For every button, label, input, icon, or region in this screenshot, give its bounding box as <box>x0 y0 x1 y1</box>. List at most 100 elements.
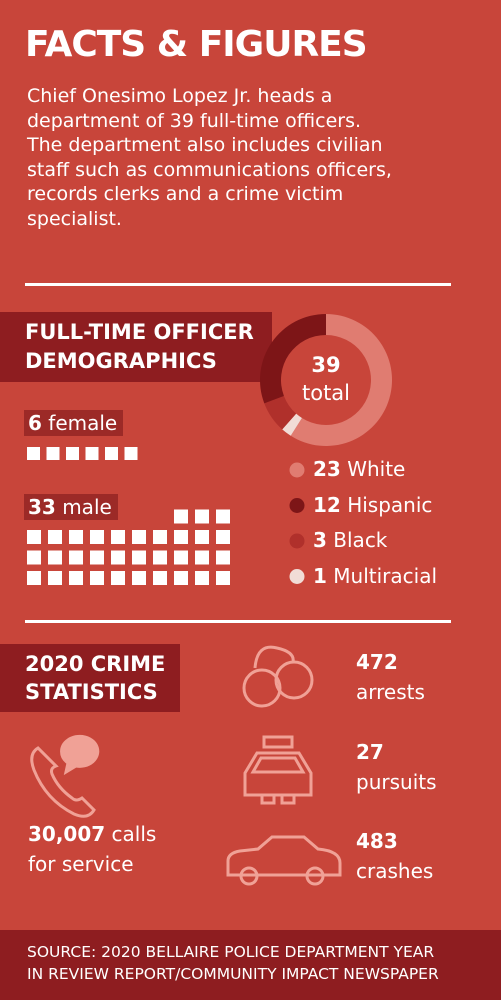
person-square <box>216 571 230 585</box>
person-square <box>132 530 146 544</box>
calls-line: 30,007 calls <box>28 822 156 846</box>
person-square <box>27 530 41 544</box>
gender-label: 6 female <box>24 410 124 436</box>
car-icon <box>305 866 325 886</box>
legend-item: 12 Hispanic <box>313 493 432 517</box>
stat-label: pursuits <box>356 770 437 794</box>
gender-label-text: female <box>48 411 118 435</box>
person-square <box>132 550 146 565</box>
person-square <box>216 530 230 544</box>
person-square <box>85 447 99 460</box>
gender-count: 6 <box>28 411 42 435</box>
stat-label: arrests <box>356 680 425 704</box>
person-square <box>90 530 104 544</box>
person-square <box>111 530 125 544</box>
person-square <box>48 550 62 565</box>
donut-segment <box>290 314 392 446</box>
calls-count: 30,007 <box>28 822 106 846</box>
legend-item: 3 Black <box>313 528 387 552</box>
stat-label: crashes <box>356 859 434 883</box>
intro-line: The department also includes civilian <box>27 134 383 156</box>
legend-count: 1 <box>313 563 327 588</box>
divider <box>25 283 451 286</box>
donut-total: 39 <box>311 353 340 377</box>
intro-line: specialist. <box>27 207 122 230</box>
section-heading: 2020 CRIME <box>25 652 166 676</box>
police-car-icon <box>243 751 313 805</box>
title: FACTS & FIGURES <box>25 24 368 65</box>
handcuff-icon <box>274 660 314 700</box>
person-square <box>48 530 62 544</box>
person-square <box>48 571 62 585</box>
handcuff-icon <box>253 645 295 669</box>
legend-count: 23 <box>313 457 341 481</box>
banner <box>0 312 272 382</box>
legend-swatch <box>289 533 305 549</box>
person-square <box>195 530 209 544</box>
donut-segment <box>260 314 326 404</box>
donut-total-label: total <box>302 381 350 405</box>
legend-label: White <box>347 457 406 481</box>
legend-count: 3 <box>313 528 327 552</box>
stat-count: 27 <box>356 740 384 764</box>
person-square <box>216 550 230 565</box>
intro-line: Chief Onesimo Lopez Jr. heads a <box>27 85 333 107</box>
person-square <box>153 530 167 544</box>
car-icon <box>226 835 342 877</box>
gender-label: 33 male <box>24 494 118 520</box>
legend-swatch <box>289 569 305 584</box>
legend-swatch <box>289 462 305 478</box>
source: IN REVIEW REPORT/COMMUNITY IMPACT NEWSPA… <box>27 965 439 983</box>
person-square <box>46 447 60 460</box>
person-square <box>69 530 83 544</box>
section-heading: STATISTICS <box>25 680 158 704</box>
person-square <box>195 509 209 524</box>
person-square <box>132 571 146 585</box>
person-square <box>66 447 79 460</box>
person-square <box>174 509 188 524</box>
legend-item: 1 Multiracial <box>313 564 437 588</box>
source: SOURCE: 2020 BELLAIRE POLICE DEPARTMENT … <box>27 943 435 961</box>
person-square <box>111 550 125 565</box>
person-square <box>69 550 83 565</box>
person-square <box>124 447 138 460</box>
legend-item: 23 White <box>313 457 405 481</box>
person-square <box>27 571 41 585</box>
footer <box>0 930 501 1000</box>
person-square <box>195 571 209 585</box>
phone-icon <box>30 746 96 818</box>
gender-label-text: male <box>62 495 112 519</box>
person-square <box>153 571 167 585</box>
person-square <box>90 550 104 565</box>
person-square <box>174 550 188 565</box>
donut-segment <box>282 413 302 436</box>
person-square <box>153 550 167 565</box>
legend-label: Hispanic <box>347 492 433 517</box>
handcuff-icon <box>242 668 282 708</box>
stat-count: 483 <box>356 829 398 853</box>
car-icon <box>239 866 259 886</box>
person-square <box>195 550 209 565</box>
divider <box>25 620 451 623</box>
intro-line: staff such as communications officers, <box>27 158 392 181</box>
person-square <box>90 571 104 585</box>
calls-label: calls <box>111 822 157 846</box>
legend-label: Multiracial <box>333 563 438 588</box>
person-square <box>174 571 188 585</box>
legend-label: Black <box>333 528 388 552</box>
person-square <box>69 571 83 585</box>
person-square <box>27 550 41 565</box>
person-square <box>216 509 230 524</box>
icons <box>30 645 342 886</box>
person-square <box>105 447 118 460</box>
section-heading: FULL-TIME OFFICER <box>25 320 254 344</box>
donut-segment <box>264 395 297 430</box>
person-square <box>111 571 125 585</box>
legend-count: 12 <box>313 492 341 517</box>
section-heading: DEMOGRAPHICS <box>25 349 217 373</box>
person-square <box>27 447 40 460</box>
calls-line: for service <box>28 852 134 876</box>
stat-count: 472 <box>356 650 398 674</box>
